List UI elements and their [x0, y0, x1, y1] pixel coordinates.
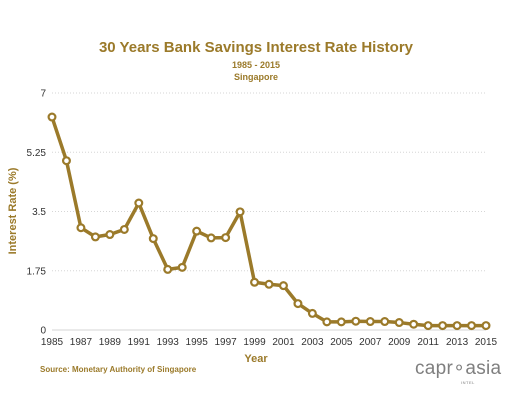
x-tick-label: 1991 — [128, 337, 151, 348]
x-tick-label: 2011 — [417, 337, 439, 348]
data-point — [467, 321, 477, 331]
x-tick-label: 2015 — [475, 337, 498, 348]
y-axis-ticks: 0 1.75 3.5 5.25 7 — [27, 89, 47, 337]
data-point — [177, 262, 187, 272]
data-point — [250, 277, 260, 287]
x-tick-label: 1995 — [186, 337, 209, 348]
data-point — [264, 279, 274, 289]
chart-subtitle-country: Singapore — [234, 72, 278, 82]
brand-logo: capr∘asia — [415, 357, 501, 380]
y-axis-label: Interest Rate (%) — [7, 167, 19, 254]
x-tick-label: 2005 — [330, 337, 353, 348]
x-tick-label: 1999 — [243, 337, 266, 348]
data-point — [47, 112, 57, 122]
data-point — [148, 234, 158, 244]
y-tick-label: 5.25 — [27, 148, 47, 159]
series-line — [50, 116, 486, 328]
x-tick-label: 1987 — [70, 337, 93, 348]
data-point — [278, 281, 288, 291]
x-tick-label: 1985 — [41, 337, 64, 348]
data-point — [105, 230, 115, 240]
chart-subtitle-years: 1985 - 2015 — [232, 60, 280, 70]
x-axis-ticks: 1985 1987 1989 1991 1993 1995 1997 1999 2001 2003… — [41, 337, 498, 348]
x-tick-label: 1989 — [99, 337, 122, 348]
data-point — [221, 233, 231, 243]
chart-title: 30 Years Bank Savings Interest Rate Hist… — [99, 39, 414, 56]
data-point — [163, 264, 173, 274]
data-point — [76, 223, 86, 233]
x-axis-label: Year — [244, 353, 268, 365]
logo-subtext: INTEL — [461, 380, 475, 385]
y-tick-label: 1.75 — [27, 266, 47, 277]
data-point — [61, 156, 71, 166]
x-tick-label: 2001 — [272, 337, 295, 348]
series-line-path — [50, 116, 486, 328]
data-point — [394, 318, 404, 328]
data-point — [438, 321, 448, 331]
data-point — [322, 317, 332, 327]
data-point — [380, 317, 390, 327]
x-tick-label: 1993 — [157, 337, 180, 348]
data-point — [423, 321, 433, 331]
data-point — [365, 317, 375, 327]
data-point — [90, 232, 100, 242]
x-tick-label: 2007 — [359, 337, 382, 348]
data-point — [481, 321, 491, 331]
data-point — [206, 233, 216, 243]
source-note: Source: Monetary Authority of Singapore — [40, 365, 197, 374]
y-tick-label: 3.5 — [32, 207, 46, 218]
data-point — [452, 321, 462, 331]
x-tick-label: 2003 — [301, 337, 324, 348]
data-points — [47, 112, 491, 331]
y-tick-label: 0 — [40, 326, 46, 337]
gridlines — [52, 92, 486, 331]
x-tick-label: 1997 — [214, 337, 237, 348]
data-point — [409, 319, 419, 329]
logo-text: capr∘asia — [415, 358, 502, 379]
data-point — [336, 317, 346, 327]
data-point — [351, 316, 361, 326]
x-tick-label: 2009 — [388, 337, 411, 348]
data-point — [119, 224, 129, 234]
x-tick-label: 2013 — [446, 337, 469, 348]
data-point — [293, 299, 303, 309]
data-point — [307, 308, 317, 318]
data-point — [235, 207, 245, 217]
y-tick-label: 7 — [40, 89, 46, 100]
data-point — [192, 226, 202, 236]
data-point — [134, 198, 144, 208]
